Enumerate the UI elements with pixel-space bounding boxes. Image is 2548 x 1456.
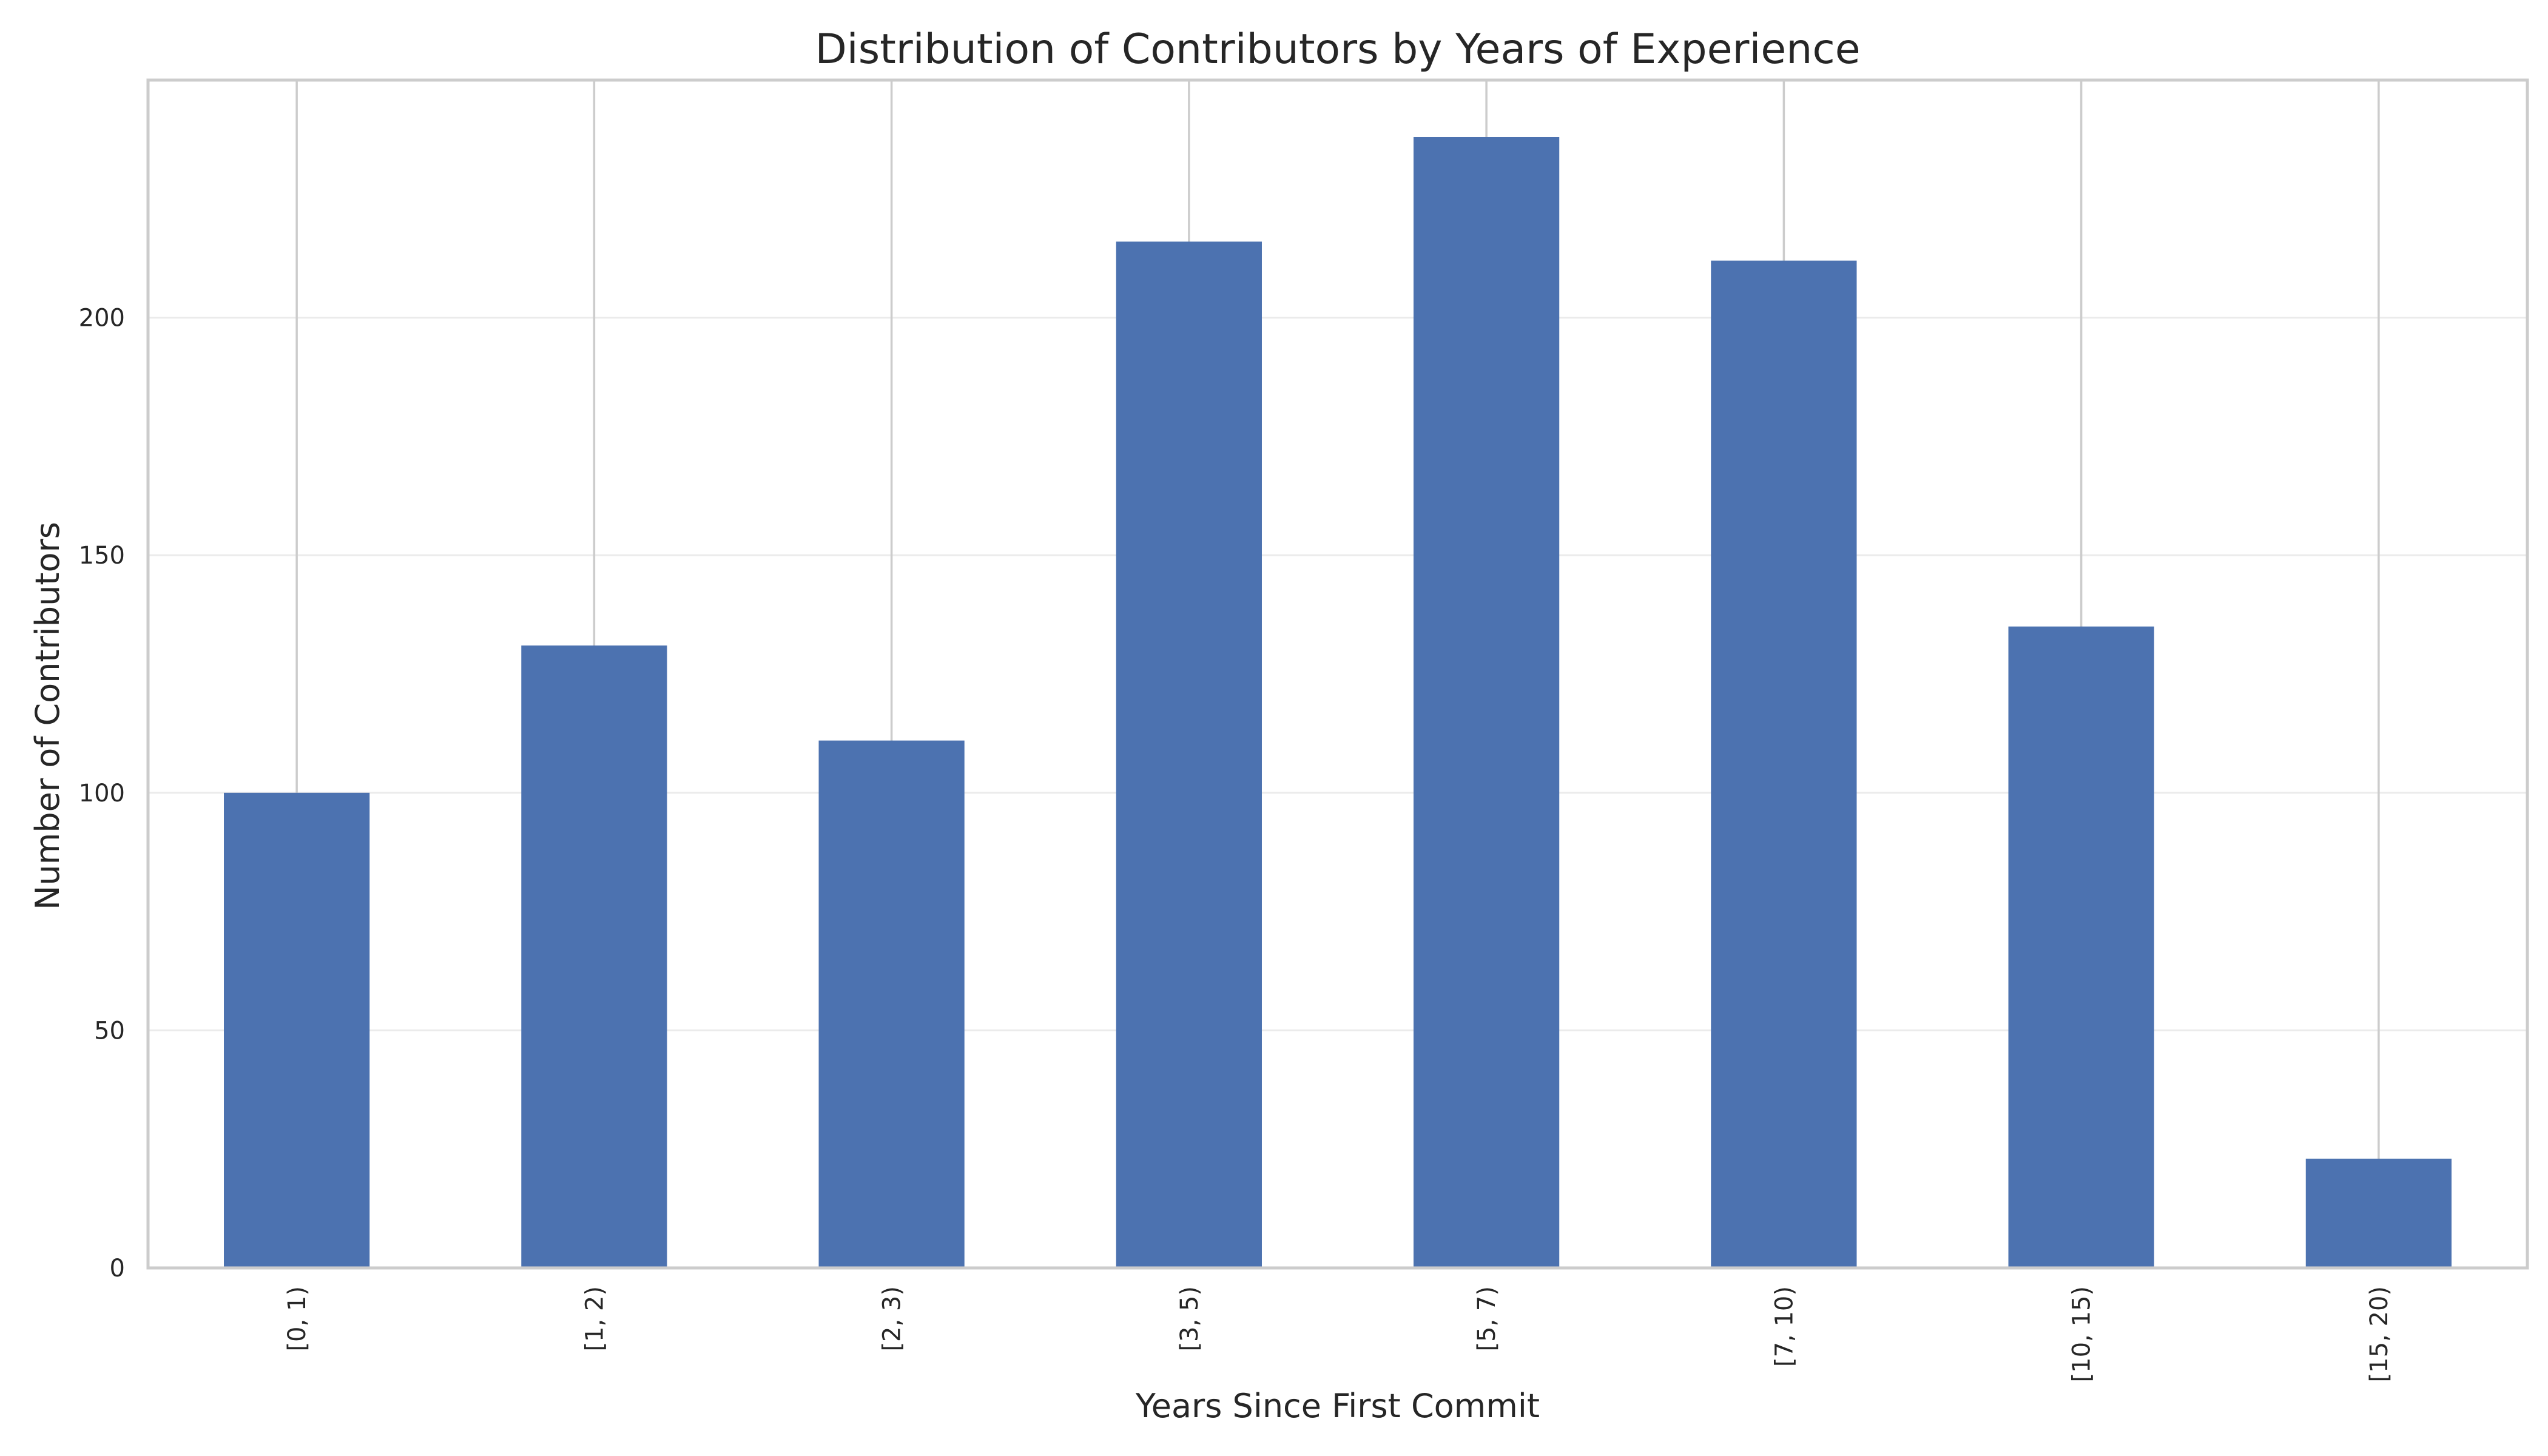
bars [224,136,2452,1269]
x-axis-label: Years Since First Commit [1135,1387,1540,1425]
bar [1414,136,1560,1268]
x-tick-label: [1, 2) [581,1286,608,1352]
y-axis-label: Number of Contributors [29,522,67,910]
bar [818,740,965,1268]
bar [2305,1158,2452,1268]
x-tick-label: [2, 3) [878,1286,906,1352]
bar [2008,626,2154,1268]
x-tick-label: [10, 15) [2068,1286,2096,1382]
y-tick-label: 0 [110,1255,125,1282]
x-tick-label: [0, 1) [283,1286,311,1352]
bar [1116,241,1262,1269]
y-tick-label: 200 [79,305,125,332]
x-tick-label: [5, 7) [1473,1286,1501,1352]
y-tick-label: 150 [79,542,125,570]
y-tick-label: 50 [94,1017,125,1045]
grid-lines [148,80,2527,1268]
x-axis-ticks: [0, 1) [1, 2) [2, 3) [3, 5) [5, 7) [7, 10) [10… [283,1286,2393,1382]
x-tick-label: [7, 10) [1770,1286,1798,1367]
x-tick-label: [3, 5) [1176,1286,1204,1352]
x-tick-label: [15, 20) [2365,1286,2393,1382]
bar [521,645,667,1268]
chart-title: Distribution of Contributors by Years of… [815,25,1860,73]
bar [224,792,370,1268]
y-tick-label: 100 [79,780,125,807]
bar [1711,260,1857,1269]
plot-frame [146,78,2529,1270]
y-axis-ticks: 0 50 100 150 200 [79,305,125,1282]
